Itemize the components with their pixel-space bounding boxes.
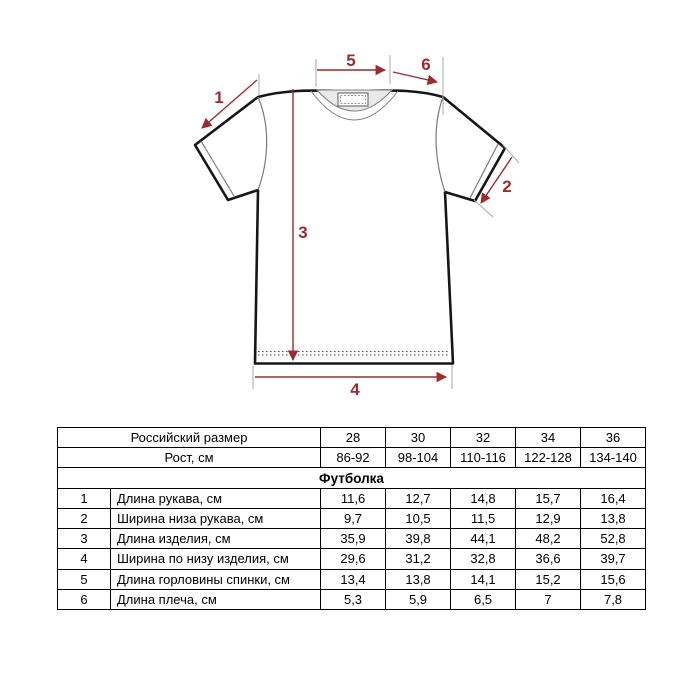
row-value: 52,8 — [580, 528, 647, 550]
table-row: 5 Длина горловины спинки, см 13,4 13,8 1… — [57, 568, 647, 590]
row-value: 36,6 — [515, 548, 582, 570]
section-title: Футболка — [56, 467, 647, 489]
section-row: Футболка — [56, 467, 647, 489]
table-row: 1 Длина рукава, см 11,6 12,7 14,8 15,7 1… — [57, 487, 647, 509]
dimension-label-2: 2 — [502, 177, 511, 196]
height-value: 86-92 — [320, 447, 387, 469]
row-number: 6 — [57, 588, 111, 611]
row-value: 39,7 — [580, 548, 647, 570]
cuff-seam-left — [200, 140, 235, 197]
row-value: 14,1 — [450, 568, 517, 590]
row-value: 7,8 — [580, 588, 647, 611]
height-value: 134-140 — [580, 447, 647, 469]
row-value: 5,3 — [320, 588, 387, 611]
dim-arrow-1 — [201, 79, 258, 129]
height-value: 110-116 — [450, 447, 517, 469]
size-value: 30 — [385, 426, 452, 449]
row-value: 11,5 — [450, 507, 517, 530]
dimension-label-5: 5 — [346, 51, 355, 70]
row-value: 6,5 — [450, 588, 517, 611]
row-value: 15,7 — [515, 487, 582, 509]
tshirt-outline — [193, 89, 507, 365]
size-value: 32 — [450, 426, 517, 449]
care-label — [337, 92, 369, 107]
dim-arrow-2 — [480, 156, 513, 204]
row-value: 29,6 — [320, 548, 387, 570]
height-row-label: Рост, см — [56, 447, 322, 469]
table-row: 4 Ширина по низу изделия, см 29,6 31,2 3… — [57, 548, 647, 570]
row-value: 13,4 — [320, 568, 387, 590]
row-name: Длина рукава, см — [109, 487, 322, 509]
dim-arrow-6 — [392, 71, 439, 86]
row-value: 5,9 — [385, 588, 452, 611]
row-value: 12,7 — [385, 487, 452, 509]
row-value: 16,4 — [580, 487, 647, 509]
row-value: 39,8 — [385, 528, 452, 550]
dimension-label-4: 4 — [350, 380, 360, 399]
header-row-size: Российский размер 28 30 32 34 36 — [56, 426, 647, 449]
dimension-label-1: 1 — [214, 88, 223, 107]
row-value: 35,9 — [320, 528, 387, 550]
dimension-arrows — [201, 64, 513, 383]
table-row: 3 Длина изделия, см 35,9 39,8 44,1 48,2 … — [57, 528, 647, 550]
row-value: 13,8 — [385, 568, 452, 590]
row-name: Ширина по низу изделия, см — [109, 548, 322, 570]
row-value: 31,2 — [385, 548, 452, 570]
row-name: Длина изделия, см — [109, 528, 322, 550]
row-name: Длина плеча, см — [109, 588, 322, 611]
row-value: 44,1 — [450, 528, 517, 550]
tshirt-diagram-svg: 1 2 3 4 5 6 — [193, 51, 520, 399]
row-value: 32,8 — [450, 548, 517, 570]
armhole-seam-left — [257, 96, 268, 191]
row-number: 4 — [57, 548, 111, 570]
row-value: 13,8 — [580, 507, 647, 530]
table-row: 6 Длина плеча, см 5,3 5,9 6,5 7 7,8 — [57, 588, 647, 611]
row-value: 7 — [515, 588, 582, 611]
tshirt-diagram: 1 2 3 4 5 6 — [193, 51, 520, 399]
size-value: 34 — [515, 426, 582, 449]
cuff-seam-right — [469, 143, 499, 199]
dimension-label-6: 6 — [421, 55, 430, 74]
row-name: Ширина низа рукава, см — [109, 507, 322, 530]
row-value: 12,9 — [515, 507, 582, 530]
armhole-seam-right — [435, 96, 446, 193]
row-value: 10,5 — [385, 507, 452, 530]
row-value: 11,6 — [320, 487, 387, 509]
dimension-label-3: 3 — [298, 223, 307, 242]
care-label-stitching — [340, 95, 366, 104]
row-value: 15,2 — [515, 568, 582, 590]
row-number: 5 — [57, 568, 111, 590]
row-value: 9,7 — [320, 507, 387, 530]
row-number: 3 — [57, 528, 111, 550]
size-row-label: Российский размер — [56, 426, 322, 449]
height-value: 122-128 — [515, 447, 582, 469]
row-name: Длина горловины спинки, см — [109, 568, 322, 590]
row-number: 1 — [57, 487, 111, 509]
collar-front-edge — [310, 90, 399, 121]
row-number: 2 — [57, 507, 111, 530]
size-value: 28 — [320, 426, 387, 449]
header-row-height: Рост, см 86-92 98-104 110-116 122-128 13… — [56, 447, 647, 469]
extension-ticks — [252, 55, 520, 389]
size-value: 36 — [580, 426, 647, 449]
row-value: 15,6 — [580, 568, 647, 590]
height-value: 98-104 — [385, 447, 452, 469]
row-value: 48,2 — [515, 528, 582, 550]
size-table: Российский размер 28 30 32 34 36 Рост, с… — [56, 426, 647, 611]
row-value: 14,8 — [450, 487, 517, 509]
table-row: 2 Ширина низа рукава, см 9,7 10,5 11,5 1… — [57, 507, 647, 530]
